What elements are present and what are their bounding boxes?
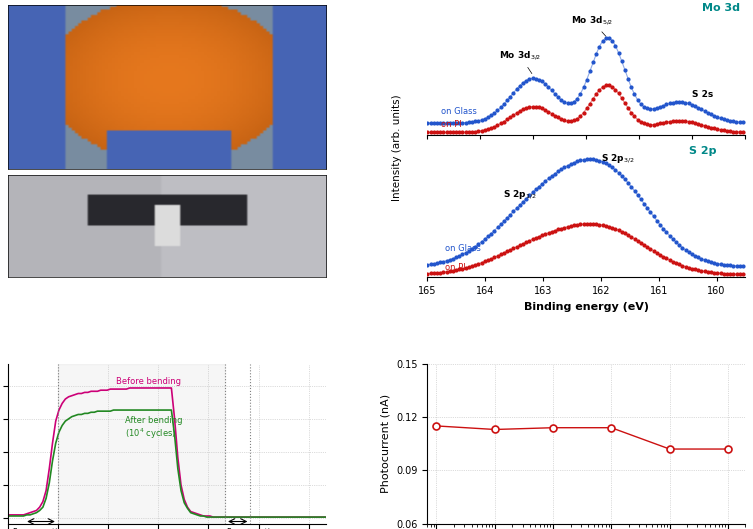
Text: Response time: Response time (13, 528, 69, 529)
X-axis label: Binding energy (eV): Binding energy (eV) (524, 302, 649, 312)
Text: Intensity (arb. units): Intensity (arb. units) (392, 95, 402, 202)
Text: Mo 3d$_{5/2}$: Mo 3d$_{5/2}$ (571, 14, 613, 36)
Text: on Glass: on Glass (441, 107, 477, 116)
Text: on PI: on PI (445, 262, 465, 271)
Y-axis label: Photocurrent (nA): Photocurrent (nA) (380, 394, 391, 493)
Text: S 2p$_{1/2}$: S 2p$_{1/2}$ (503, 188, 537, 201)
Text: Recovery time: Recovery time (227, 528, 282, 529)
Text: S 2p$_{3/2}$: S 2p$_{3/2}$ (602, 152, 635, 165)
Bar (58, 364, 225, 524)
Text: on Glass: on Glass (445, 244, 480, 253)
Text: Mo 3d: Mo 3d (702, 3, 740, 13)
Text: on PI: on PI (441, 120, 462, 129)
Text: Mo 3d$_{3/2}$: Mo 3d$_{3/2}$ (499, 50, 541, 74)
Text: S 2s: S 2s (693, 90, 714, 99)
Text: After bending: After bending (125, 416, 182, 425)
Text: S 2p: S 2p (689, 146, 717, 156)
Text: (10$^4$ cycles): (10$^4$ cycles) (125, 426, 176, 441)
Text: Before bending: Before bending (117, 377, 181, 386)
